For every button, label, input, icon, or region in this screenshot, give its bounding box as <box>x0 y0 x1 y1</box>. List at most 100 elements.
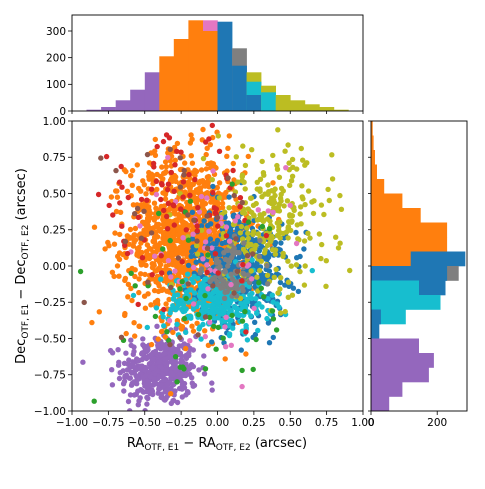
scatter-point <box>294 222 300 228</box>
y-label-sub2: OTF, E2 <box>21 225 31 260</box>
scatter-point <box>130 202 137 208</box>
scatter-point <box>190 279 197 286</box>
scatter-point <box>293 240 300 247</box>
scatter-point <box>136 276 142 282</box>
scatter-point <box>282 308 288 315</box>
scatter-point <box>132 211 138 217</box>
right-histogram-x-ticks: 0 200 <box>368 411 447 429</box>
scatter-point <box>161 323 167 329</box>
scatter-point <box>240 246 247 252</box>
scatter-point <box>309 267 315 274</box>
scatter-point <box>146 207 152 213</box>
scatter-point <box>181 385 188 391</box>
scatter-point <box>234 306 240 312</box>
scatter-point <box>136 323 142 329</box>
scatter-point <box>152 148 158 154</box>
scatter-point <box>257 176 264 182</box>
scatter-point <box>159 270 165 276</box>
scatter-point <box>178 206 184 212</box>
scatter-point <box>135 214 142 220</box>
scatter-point <box>168 274 174 280</box>
right-hist-x-tick-label: 200 <box>427 417 447 429</box>
scatter-point <box>244 225 250 231</box>
right-histogram-bar <box>371 295 441 310</box>
scatter-point <box>253 336 259 343</box>
scatter-point <box>110 212 116 218</box>
scatter-point <box>205 303 211 309</box>
scatter-point <box>219 318 225 325</box>
scatter-point <box>200 256 206 262</box>
scatter-point <box>183 345 189 352</box>
scatter-point <box>148 230 155 236</box>
scatter-point <box>170 364 176 371</box>
scatter-point <box>111 273 117 280</box>
scatter-point <box>141 208 147 214</box>
scatter-point <box>202 292 208 299</box>
scatter-point <box>270 247 276 253</box>
scatter-point <box>299 183 305 189</box>
scatter-point <box>179 279 185 285</box>
scatter-point <box>174 379 180 385</box>
scatter-point <box>194 228 200 234</box>
scatter-point <box>127 375 133 381</box>
scatter-point <box>333 234 339 240</box>
scatter-point <box>77 268 84 275</box>
scatter-point <box>232 218 238 224</box>
scatter-point <box>362 214 363 218</box>
scatter-point <box>194 223 200 229</box>
scatter-point <box>148 186 155 192</box>
scatter-x-ticks: −1.00 −0.75 −0.50 −0.25 0.00 0.25 0.50 0.75 1.00 <box>56 411 375 429</box>
top-histogram-panel: 0 100 200 300 <box>46 14 364 118</box>
scatter-panel: −1.00 −0.75 −0.50 −0.25 0.00 0.25 0.50 0.75 1.00… <box>34 116 375 429</box>
scatter-point <box>180 223 186 229</box>
scatter-point <box>274 232 281 239</box>
scatter-point <box>154 323 160 329</box>
scatter-point <box>202 328 208 334</box>
scatter-point <box>266 340 273 346</box>
right-histogram-bar <box>371 193 403 209</box>
scatter-point <box>172 162 178 168</box>
scatter-point <box>282 148 288 154</box>
scatter-point <box>287 213 293 219</box>
scatter-point <box>151 200 158 206</box>
scatter-point <box>228 342 234 348</box>
scatter-point <box>233 154 239 160</box>
scatter-point <box>111 241 118 247</box>
scatter-point <box>118 163 124 170</box>
scatter-point <box>244 252 251 259</box>
scatter-point <box>245 235 251 242</box>
scatter-point <box>166 296 172 303</box>
scatter-point <box>142 343 148 350</box>
scatter-point <box>165 186 171 193</box>
scatter-point <box>276 227 282 234</box>
scatter-point <box>274 220 280 226</box>
scatter-point <box>182 160 188 166</box>
scatter-point <box>81 299 87 306</box>
scatter-point <box>337 192 343 199</box>
scatter-point <box>162 238 168 244</box>
scatter-point <box>146 160 153 166</box>
scatter-point <box>277 286 283 292</box>
scatter-point <box>180 235 186 241</box>
scatter-point <box>131 320 137 326</box>
scatter-point <box>240 210 246 216</box>
scatter-point <box>200 155 207 162</box>
scatter-point <box>125 194 131 201</box>
scatter-point <box>187 181 193 187</box>
scatter-point <box>216 195 222 201</box>
y-tick-label: 0.25 <box>43 225 66 237</box>
scatter-point <box>130 292 137 299</box>
scatter-point <box>231 192 237 199</box>
scatter-point <box>166 354 173 360</box>
scatter-point <box>213 206 219 212</box>
scatter-point <box>213 346 219 352</box>
top-histogram-bar <box>275 95 291 111</box>
scatter-point <box>130 351 136 357</box>
scatter-point <box>150 365 156 371</box>
scatter-point <box>204 269 210 276</box>
scatter-point <box>117 200 123 206</box>
scatter-point <box>180 179 187 185</box>
scatter-point <box>245 219 252 225</box>
scatter-point <box>230 160 236 167</box>
scatter-point <box>242 304 249 310</box>
